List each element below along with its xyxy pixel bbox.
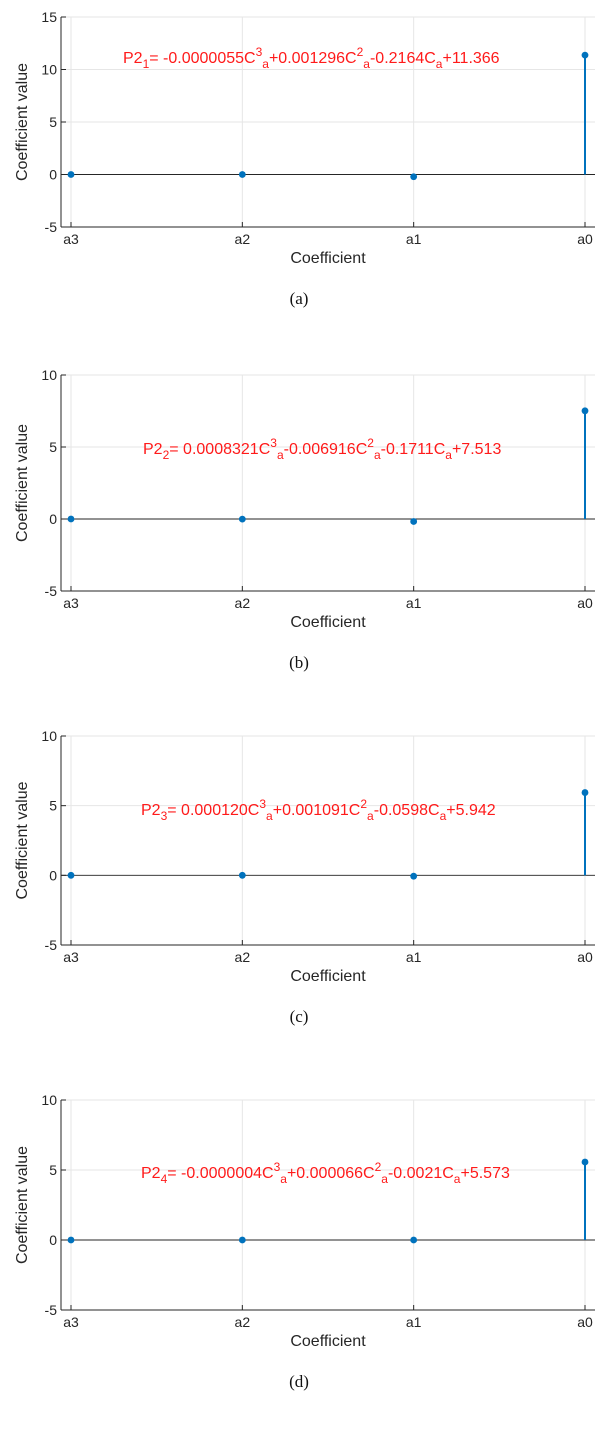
stem-marker-a2 — [238, 171, 246, 178]
x-tick-label: a3 — [63, 949, 79, 965]
y-tick-label: -5 — [45, 219, 58, 235]
y-tick-label: 5 — [49, 439, 57, 455]
y-tick-label: 0 — [49, 1232, 57, 1248]
x-tick-label: a2 — [235, 1314, 251, 1330]
chart-panel-1: -5 0 5 10 15 a3 a2 a1 a0 Coefficient Coefficient v… — [14, 9, 595, 308]
stem-marker-a3 — [67, 171, 75, 178]
x-axis-label: Coefficient — [290, 250, 366, 267]
x-tick-label: a1 — [406, 1314, 422, 1330]
stem-marker-a3 — [67, 871, 75, 879]
x-tick-label: a3 — [63, 1314, 79, 1330]
stem-marker-a1 — [410, 173, 418, 181]
stem-marker-a1 — [410, 1236, 418, 1244]
panel-caption: (c) — [290, 1007, 309, 1026]
x-tick-label: a1 — [406, 231, 422, 247]
y-tick-label: -5 — [45, 1302, 58, 1318]
y-tick-label: 15 — [41, 9, 57, 25]
y-tick-label: 0 — [49, 167, 57, 183]
panel-caption: (d) — [289, 1372, 309, 1391]
stem-marker-a2 — [238, 1236, 246, 1244]
x-tick-label: a1 — [406, 949, 422, 965]
chart-panel-4: -5 0 5 10 a3 a2 a1 a0 Coefficient Coefficient val… — [14, 1092, 595, 1391]
y-axis-label: Coefficient value — [14, 781, 31, 899]
x-tick-label: a0 — [577, 1314, 593, 1330]
x-tick-label: a0 — [577, 231, 593, 247]
stem-marker-a2 — [238, 871, 246, 879]
y-tick-label: 10 — [41, 62, 57, 78]
stem-marker-a0 — [581, 1158, 589, 1166]
y-tick-label: 5 — [49, 114, 57, 130]
y-tick-label: 5 — [49, 1162, 57, 1178]
y-tick-label: 10 — [41, 1092, 57, 1108]
y-tick-label: -5 — [45, 937, 58, 953]
y-tick-label: 10 — [41, 728, 57, 744]
chart-panel-3: -5 0 5 10 a3 a2 a1 a0 Coefficient Coefficient val… — [14, 728, 595, 1026]
x-axis-label: Coefficient — [290, 614, 366, 631]
y-tick-label: 10 — [41, 367, 57, 383]
y-tick-label: 5 — [49, 798, 57, 814]
x-tick-label: a0 — [577, 949, 593, 965]
x-tick-label: a2 — [235, 231, 251, 247]
panel-caption: (a) — [290, 289, 309, 308]
y-tick-label: 0 — [49, 511, 57, 527]
stem-marker-a2 — [238, 515, 246, 523]
y-axis-label: Coefficient value — [14, 1146, 31, 1264]
y-tick-label: 0 — [49, 867, 57, 883]
x-tick-label: a3 — [63, 231, 79, 247]
stem-marker-a3 — [67, 1236, 75, 1244]
equation-annotation: P21= -0.0000055C3a+0.001296C2a-0.2164Ca+… — [123, 45, 500, 71]
x-tick-label: a1 — [406, 595, 422, 611]
x-axis-label: Coefficient — [290, 1333, 366, 1350]
y-axis-label: Coefficient value — [14, 63, 31, 181]
y-axis-label: Coefficient value — [14, 424, 31, 542]
y-tick-label: -5 — [45, 583, 58, 599]
x-axis-label: Coefficient — [290, 968, 366, 985]
stem-marker-a0 — [581, 407, 589, 415]
chart-panel-2: -5 0 5 10 a3 a2 a1 a0 Coefficient Coefficient val… — [14, 367, 595, 672]
equation-annotation: P24= -0.0000004C3a+0.000066C2a-0.0021Ca+… — [141, 1160, 510, 1186]
x-tick-label: a0 — [577, 595, 593, 611]
stem-marker-a3 — [67, 515, 75, 523]
equation-annotation: P22= 0.0008321C3a-0.006916C2a-0.1711Ca+7… — [143, 436, 501, 462]
equation-annotation: P23= 0.000120C3a+0.001091C2a-0.0598Ca+5.… — [141, 797, 496, 823]
x-tick-label: a2 — [235, 595, 251, 611]
x-tick-label: a2 — [235, 949, 251, 965]
panel-caption: (b) — [289, 653, 309, 672]
stem-marker-a1 — [410, 872, 418, 880]
stem-marker-a1 — [410, 518, 418, 525]
x-tick-label: a3 — [63, 595, 79, 611]
stem-marker-a0 — [581, 51, 589, 59]
stem-marker-a0 — [581, 789, 589, 796]
